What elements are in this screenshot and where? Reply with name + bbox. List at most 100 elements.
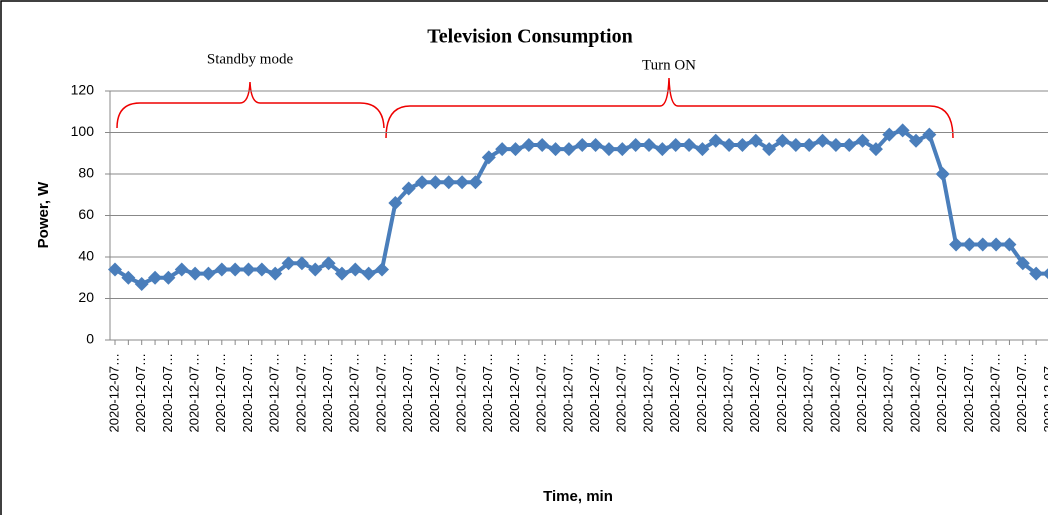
x-tick-label: 2020-12-07… [694, 353, 709, 433]
x-tick-label: 2020-12-07… [347, 353, 362, 433]
data-point [682, 137, 697, 152]
y-axis-label: Power, W [35, 181, 52, 249]
data-point [508, 142, 523, 157]
data-point [868, 142, 883, 157]
data-point [762, 142, 777, 157]
data-point [788, 137, 803, 152]
data-point [481, 150, 496, 165]
data-point [348, 262, 363, 277]
x-tick-label: 2020-12-07… [907, 353, 922, 433]
data-point [842, 137, 857, 152]
brace [116, 81, 385, 129]
data-point [722, 137, 737, 152]
x-tick-label: 2020-12-07… [454, 353, 469, 433]
data-point [855, 133, 870, 148]
data-point [455, 175, 470, 190]
x-axis-label: Time, min [543, 488, 613, 505]
data-point [134, 276, 149, 291]
data-point [441, 175, 456, 190]
x-tick-label: 2020-12-07… [854, 353, 869, 433]
data-point [895, 123, 910, 138]
data-point [575, 137, 590, 152]
annotation: Turn ON [642, 57, 696, 73]
data-point [361, 266, 376, 281]
x-tick-label: 2020-12-07… [961, 353, 976, 433]
data-point [401, 181, 416, 196]
data-point [188, 266, 203, 281]
y-tick-label: 80 [78, 165, 94, 181]
data-point [1029, 266, 1044, 281]
data-point [882, 127, 897, 142]
data-point [121, 270, 136, 285]
data-point [615, 142, 630, 157]
data-point [1002, 237, 1017, 252]
x-tick-label: 2020-12-07… [587, 353, 602, 433]
data-point [748, 133, 763, 148]
data-point [909, 133, 923, 148]
data-point [1015, 256, 1030, 271]
annotation: Standby mode [207, 51, 294, 67]
x-tick-label: 2020-12-07… [480, 353, 495, 433]
x-tick-label: 2020-12-07… [427, 353, 442, 433]
data-point [415, 175, 430, 190]
y-tick-label: 40 [78, 248, 94, 264]
y-tick-label: 60 [78, 206, 94, 222]
x-tick-label: 2020-12-07… [534, 353, 549, 433]
data-point [214, 262, 229, 277]
data-point [228, 262, 243, 277]
x-tick-label: 2020-12-07… [881, 353, 896, 433]
data-point [561, 142, 576, 157]
data-point [962, 237, 977, 252]
x-tick-label: 2020-12-07… [801, 353, 816, 433]
data-point [281, 256, 296, 271]
x-tick-label: 2020-12-07… [320, 353, 335, 433]
x-tick-label: 2020-12-07… [614, 353, 629, 433]
x-tick-label: 2020-12-07… [187, 353, 202, 433]
data-point [949, 237, 964, 252]
x-tick-label: 2020-12-07… [934, 353, 949, 433]
x-tick-label: 2020-12-07… [747, 353, 762, 433]
data-point [201, 266, 216, 281]
data-point [254, 262, 269, 277]
data-point [468, 175, 483, 190]
data-point [695, 142, 710, 157]
data-point [241, 262, 256, 277]
data-point [668, 137, 683, 152]
chart-title: Television Consumption [427, 26, 632, 48]
x-tick-label: 2020-12-07… [133, 353, 148, 433]
data-point [601, 142, 616, 157]
data-point [1042, 268, 1048, 280]
y-tick-label: 20 [78, 289, 94, 305]
data-point [375, 262, 389, 277]
data-point [161, 270, 176, 285]
data-point [775, 133, 790, 148]
data-point [642, 137, 656, 152]
data-point [922, 127, 937, 142]
x-tick-label: 2020-12-07… [1014, 353, 1029, 433]
x-tick-label: 2020-12-07… [640, 353, 655, 433]
data-point [975, 237, 990, 252]
data-point [108, 262, 122, 277]
data-point [588, 137, 603, 152]
x-tick-label: 2020-12-07… [373, 353, 388, 433]
data-point [708, 133, 723, 148]
x-tick-label: 2020-12-07… [267, 353, 282, 433]
y-tick-label: 100 [71, 123, 95, 139]
data-point [521, 137, 536, 152]
data-point [334, 266, 349, 281]
data-point [294, 256, 309, 271]
y-tick-label: 0 [86, 331, 94, 347]
x-tick-label: 2020-12-07… [293, 353, 308, 433]
data-point [535, 137, 550, 152]
x-tick-label: 2020-12-07… [721, 353, 736, 433]
x-tick-label: 2020-12-07… [106, 353, 121, 433]
data-point [428, 175, 443, 190]
x-tick-label: 2020-12-07… [1041, 353, 1048, 433]
data-point [815, 133, 830, 148]
data-point [308, 262, 323, 277]
data-point [802, 137, 817, 152]
data-point [935, 167, 950, 181]
data-point [655, 142, 670, 157]
data-point [388, 196, 403, 211]
